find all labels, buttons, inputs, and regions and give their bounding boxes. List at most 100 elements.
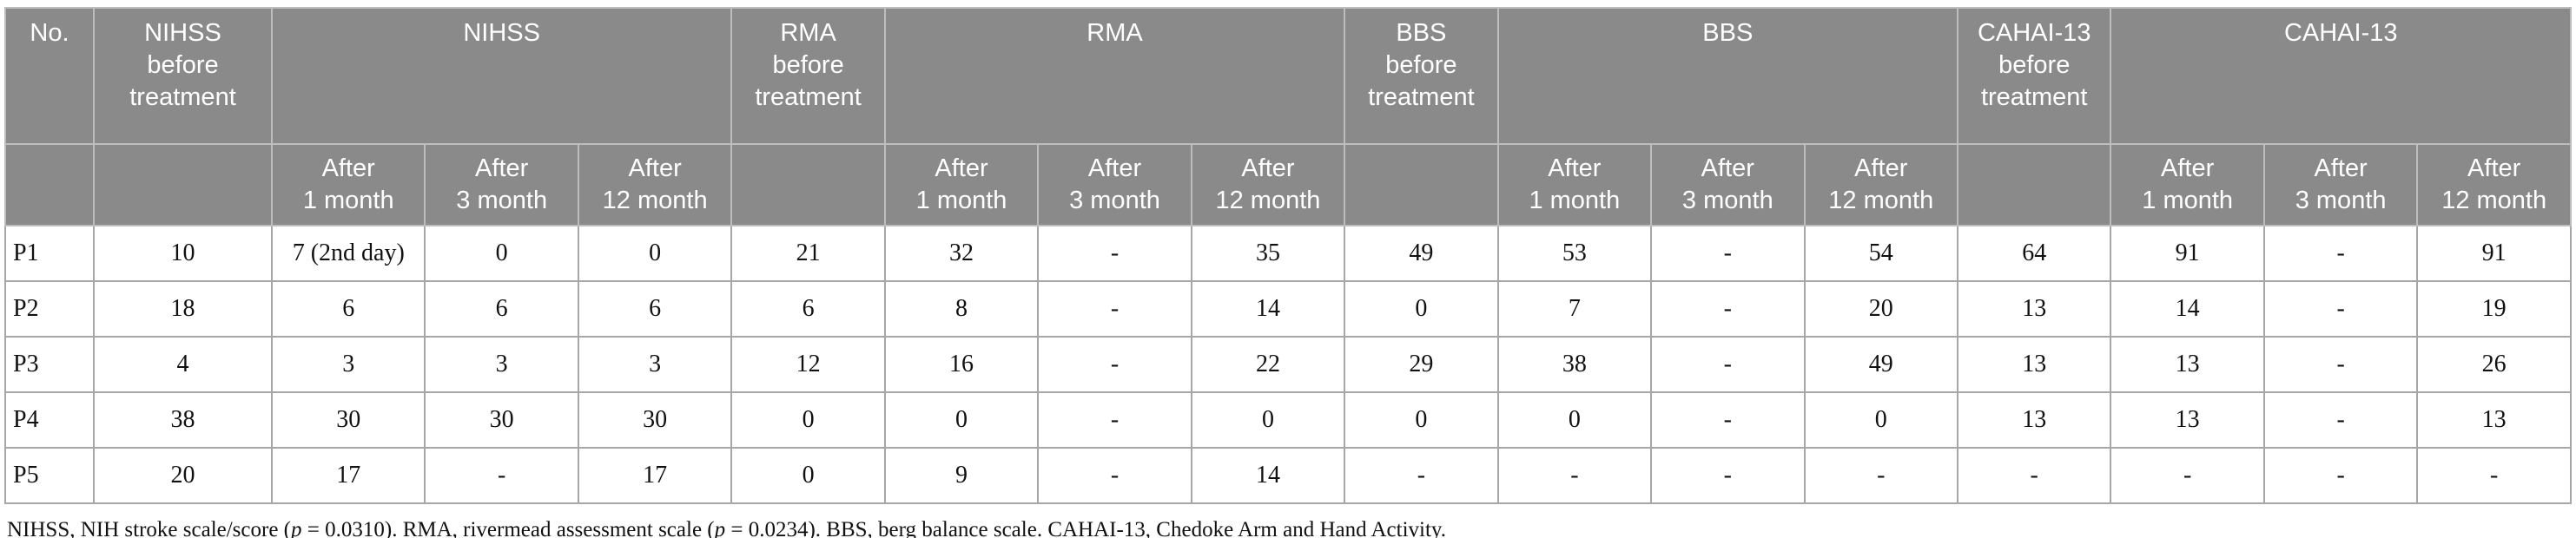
table-cell: - — [424, 447, 579, 504]
table-cell: - — [1650, 336, 1806, 393]
table-row: P1 10 7 (2nd day) 0 0 21 32-35 49 53-54 64 91-91 — [4, 225, 2572, 282]
header-empty-cell — [93, 143, 273, 226]
table-cell: 13 — [1956, 280, 2112, 338]
footnote-text: = 0.0234). BBS, berg balance scale. CAHA… — [725, 518, 1447, 538]
table-cell: 13 — [2416, 391, 2572, 449]
footnote-italic-p: p — [714, 518, 726, 538]
table-cell: 30 — [577, 391, 733, 449]
row-label: P2 — [4, 280, 95, 338]
table-cell: - — [1803, 447, 1958, 504]
header-nihss-after-1-month: After 1 month — [270, 143, 426, 226]
table-cell: 8 — [883, 280, 1040, 338]
header-rma-before-treatment: RMA before treatment — [730, 7, 886, 145]
table-cell: 14 — [1190, 447, 1346, 504]
table-cell: 30 — [270, 391, 426, 449]
footnote-text: NIHSS, NIH stroke scale/score ( — [7, 518, 292, 538]
table-cell: 13 — [1956, 336, 2112, 393]
table-cell: - — [1037, 336, 1192, 393]
table-cell: 38 — [93, 391, 273, 449]
table-cell: - — [1037, 447, 1192, 504]
results-table: No. NIHSS before treatment NIHSS RMA bef… — [4, 7, 2572, 504]
table-cell: 35 — [1190, 225, 1346, 282]
table-row: P3 4 3 3 3 12 16-22 29 38-49 13 13-26 — [4, 336, 2572, 393]
table-cell: 53 — [1496, 225, 1653, 282]
header-empty-cell — [730, 143, 886, 226]
table-cell: 14 — [1190, 280, 1346, 338]
table-cell: 6 — [730, 280, 886, 338]
table-cell: 7 (2nd day) — [270, 225, 426, 282]
header-rma-after-3-month: After 3 month — [1037, 143, 1192, 226]
table-cell: - — [2262, 336, 2419, 393]
header-nihss-after-3-month: After 3 month — [424, 143, 579, 226]
header-nihss-before-treatment: NIHSS before treatment — [93, 7, 273, 145]
table-cell: 13 — [2110, 336, 2265, 393]
header-nihss-after-12-month: After 12 month — [577, 143, 733, 226]
table-cell: - — [1037, 391, 1192, 449]
table-body: P1 10 7 (2nd day) 0 0 21 32-35 49 53-54 64 91-91 P2… — [4, 225, 2572, 504]
header-group-row: No. NIHSS before treatment NIHSS RMA bef… — [4, 7, 2572, 145]
header-cahai13-before-treatment: CAHAI-13 before treatment — [1956, 7, 2112, 145]
table-cell: 6 — [577, 280, 733, 338]
table-cell: - — [2262, 225, 2419, 282]
header-cahai13-group: CAHAI-13 — [2110, 7, 2572, 145]
table-cell: 20 — [1803, 280, 1958, 338]
table-cell: 54 — [1803, 225, 1958, 282]
table-cell: - — [2110, 447, 2265, 504]
table-row: P4 38 30 30 30 0 0-0 0 0-0 13 13-13 — [4, 391, 2572, 449]
table-cell: 0 — [1190, 391, 1346, 449]
row-label: P4 — [4, 391, 95, 449]
table-cell: 3 — [577, 336, 733, 393]
table-cell: - — [1650, 391, 1806, 449]
table-cell: - — [1956, 447, 2112, 504]
table-cell: 3 — [270, 336, 426, 393]
table-cell: 20 — [93, 447, 273, 504]
header-empty-cell — [4, 143, 95, 226]
table-cell: 0 — [424, 225, 579, 282]
table-cell: 0 — [1344, 280, 1499, 338]
header-bbs-after-3-month: After 3 month — [1650, 143, 1806, 226]
table-cell: 0 — [577, 225, 733, 282]
page: { "colors": { "header_bg": "#8a8a8a", "h… — [0, 7, 2576, 538]
header-cahai13-after-3-month: After 3 month — [2262, 143, 2419, 226]
table-header: No. NIHSS before treatment NIHSS RMA bef… — [4, 7, 2572, 226]
header-bbs-group: BBS — [1496, 7, 1958, 145]
table-cell: 32 — [883, 225, 1040, 282]
table-cell: - — [1650, 225, 1806, 282]
header-nihss-group: NIHSS — [270, 7, 733, 145]
header-no: No. — [4, 7, 95, 145]
table-cell: 26 — [2416, 336, 2572, 393]
table-cell: - — [1650, 280, 1806, 338]
table-cell: 9 — [883, 447, 1040, 504]
results-table-container: No. NIHSS before treatment NIHSS RMA bef… — [4, 7, 2572, 538]
table-cell: - — [2262, 280, 2419, 338]
row-label: P5 — [4, 447, 95, 504]
table-cell: 29 — [1344, 336, 1499, 393]
table-footnote: NIHSS, NIH stroke scale/score (p = 0.031… — [7, 518, 2572, 538]
table-cell: 0 — [730, 391, 886, 449]
table-cell: 91 — [2416, 225, 2572, 282]
table-cell: 64 — [1956, 225, 2112, 282]
table-cell: - — [1650, 447, 1806, 504]
table-cell: - — [2262, 447, 2419, 504]
row-label: P3 — [4, 336, 95, 393]
table-cell: 14 — [2110, 280, 2265, 338]
table-cell: - — [2262, 391, 2419, 449]
table-cell: 38 — [1496, 336, 1653, 393]
footnote-text: = 0.0310). RMA, rivermead assessment sca… — [301, 518, 715, 538]
table-row: P2 18 6 6 6 6 8-14 0 7-20 13 14-19 — [4, 280, 2572, 338]
header-bbs-after-12-month: After 12 month — [1803, 143, 1958, 226]
table-cell: - — [1496, 447, 1653, 504]
row-label: P1 — [4, 225, 95, 282]
table-cell: 6 — [424, 280, 579, 338]
table-cell: 4 — [93, 336, 273, 393]
table-cell: 49 — [1344, 225, 1499, 282]
header-rma-after-12-month: After 12 month — [1190, 143, 1346, 226]
header-empty-cell — [1344, 143, 1499, 226]
table-cell: 17 — [577, 447, 733, 504]
table-cell: 6 — [270, 280, 426, 338]
table-cell: 30 — [424, 391, 579, 449]
header-cahai13-after-12-month: After 12 month — [2416, 143, 2572, 226]
header-rma-after-1-month: After 1 month — [883, 143, 1040, 226]
table-cell: 21 — [730, 225, 886, 282]
footnote-italic-p: p — [291, 518, 302, 538]
